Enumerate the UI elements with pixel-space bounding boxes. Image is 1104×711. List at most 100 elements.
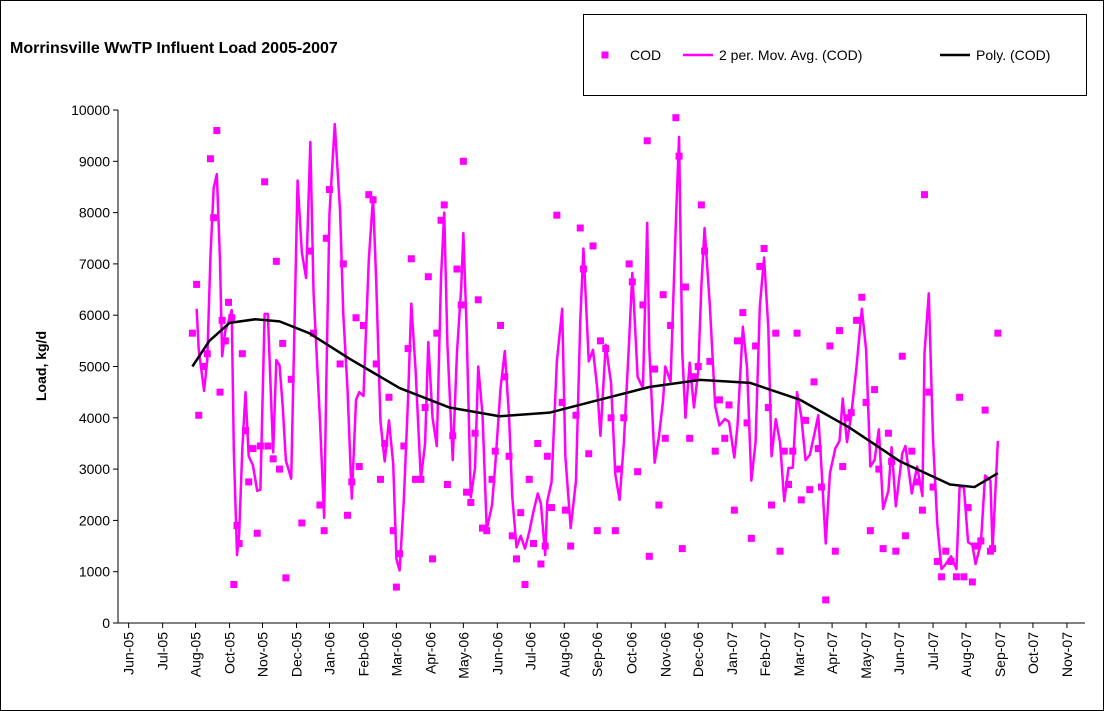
data-point [517,509,525,517]
data-point [839,463,847,471]
data-point [822,596,830,604]
data-point [440,201,448,209]
data-point [616,465,624,473]
data-point [230,581,238,589]
x-tick-label: Feb-06 [355,632,371,677]
data-point [667,321,675,329]
data-point [690,373,698,381]
data-point [994,329,1002,337]
x-tick-label: Jun-05 [121,632,137,675]
data-point [355,463,363,471]
data-point [505,452,513,460]
data-point [385,393,393,401]
x-tick-label: Nov-05 [255,632,271,677]
data-point [537,560,545,568]
x-tick-label: May-07 [858,632,874,679]
data-point [858,293,866,301]
data-point [404,345,412,353]
data-point [459,157,467,165]
data-point [463,488,471,496]
x-tick-label: Jul-06 [522,632,538,670]
data-point [261,178,269,186]
y-tick-label: 6000 [79,307,110,323]
x-tick-label: Jun-06 [489,632,505,675]
data-point [686,434,694,442]
data-point [195,411,203,419]
x-tick-label: Mar-07 [791,632,807,677]
data-point [747,534,755,542]
data-point [913,478,921,486]
x-tick-label: Dec-06 [690,632,706,677]
data-point [898,352,906,360]
data-point [655,501,663,509]
data-point [488,475,496,483]
legend-label: COD [630,47,661,63]
data-point [210,214,218,222]
data-point [372,360,380,368]
data-point [548,504,556,512]
data-point [810,378,818,386]
legend-label: 2 per. Mov. Avg. (COD) [719,47,862,63]
data-point [585,450,593,458]
data-point [871,386,879,394]
data-point [715,396,723,404]
data-point [620,414,628,422]
x-tick-label: Feb-07 [757,632,773,677]
data-point [249,445,257,453]
x-tick-label: Aug-06 [556,632,572,677]
data-point [306,247,314,255]
x-tick-label: Aug-07 [958,632,974,677]
data-point [376,475,384,483]
data-point [611,527,619,535]
x-tick-label: Apr-06 [422,632,438,674]
data-point [776,547,784,555]
data-point [474,296,482,304]
data-point [862,398,870,406]
data-point [238,350,246,358]
data-point [429,555,437,563]
data-point [981,406,989,414]
data-point [785,480,793,488]
y-tick-label: 4000 [79,410,110,426]
legend-box [583,14,1087,96]
data-point [188,329,196,337]
data-point [521,581,529,589]
data-point [678,545,686,553]
data-point [525,475,533,483]
data-point [213,127,221,135]
data-point [253,529,261,537]
data-point [497,321,505,329]
data-point [814,445,822,453]
data-point [826,342,834,350]
data-point [968,578,976,586]
data-point [596,337,604,345]
data-point [264,442,272,450]
x-tick-label: Jul-07 [925,632,941,670]
data-point [701,247,709,255]
data-point [437,216,445,224]
data-point [242,427,250,435]
data-point [806,486,814,494]
data-point [639,301,647,309]
data-point [245,478,253,486]
data-point [964,504,972,512]
data-point [643,137,651,145]
x-tick-label: Oct-05 [222,632,238,674]
data-point [843,414,851,422]
data-point [634,468,642,476]
data-point [512,555,520,563]
data-point [322,234,330,242]
data-point [501,373,509,381]
data-point [659,291,667,299]
y-tick-label: 0 [102,615,110,631]
data-point [706,357,714,365]
data-point [558,398,566,406]
data-point [672,114,680,122]
data-point [269,455,277,463]
data-point [298,519,306,527]
data-point [193,280,201,288]
data-point [853,316,861,324]
data-point [875,465,883,473]
